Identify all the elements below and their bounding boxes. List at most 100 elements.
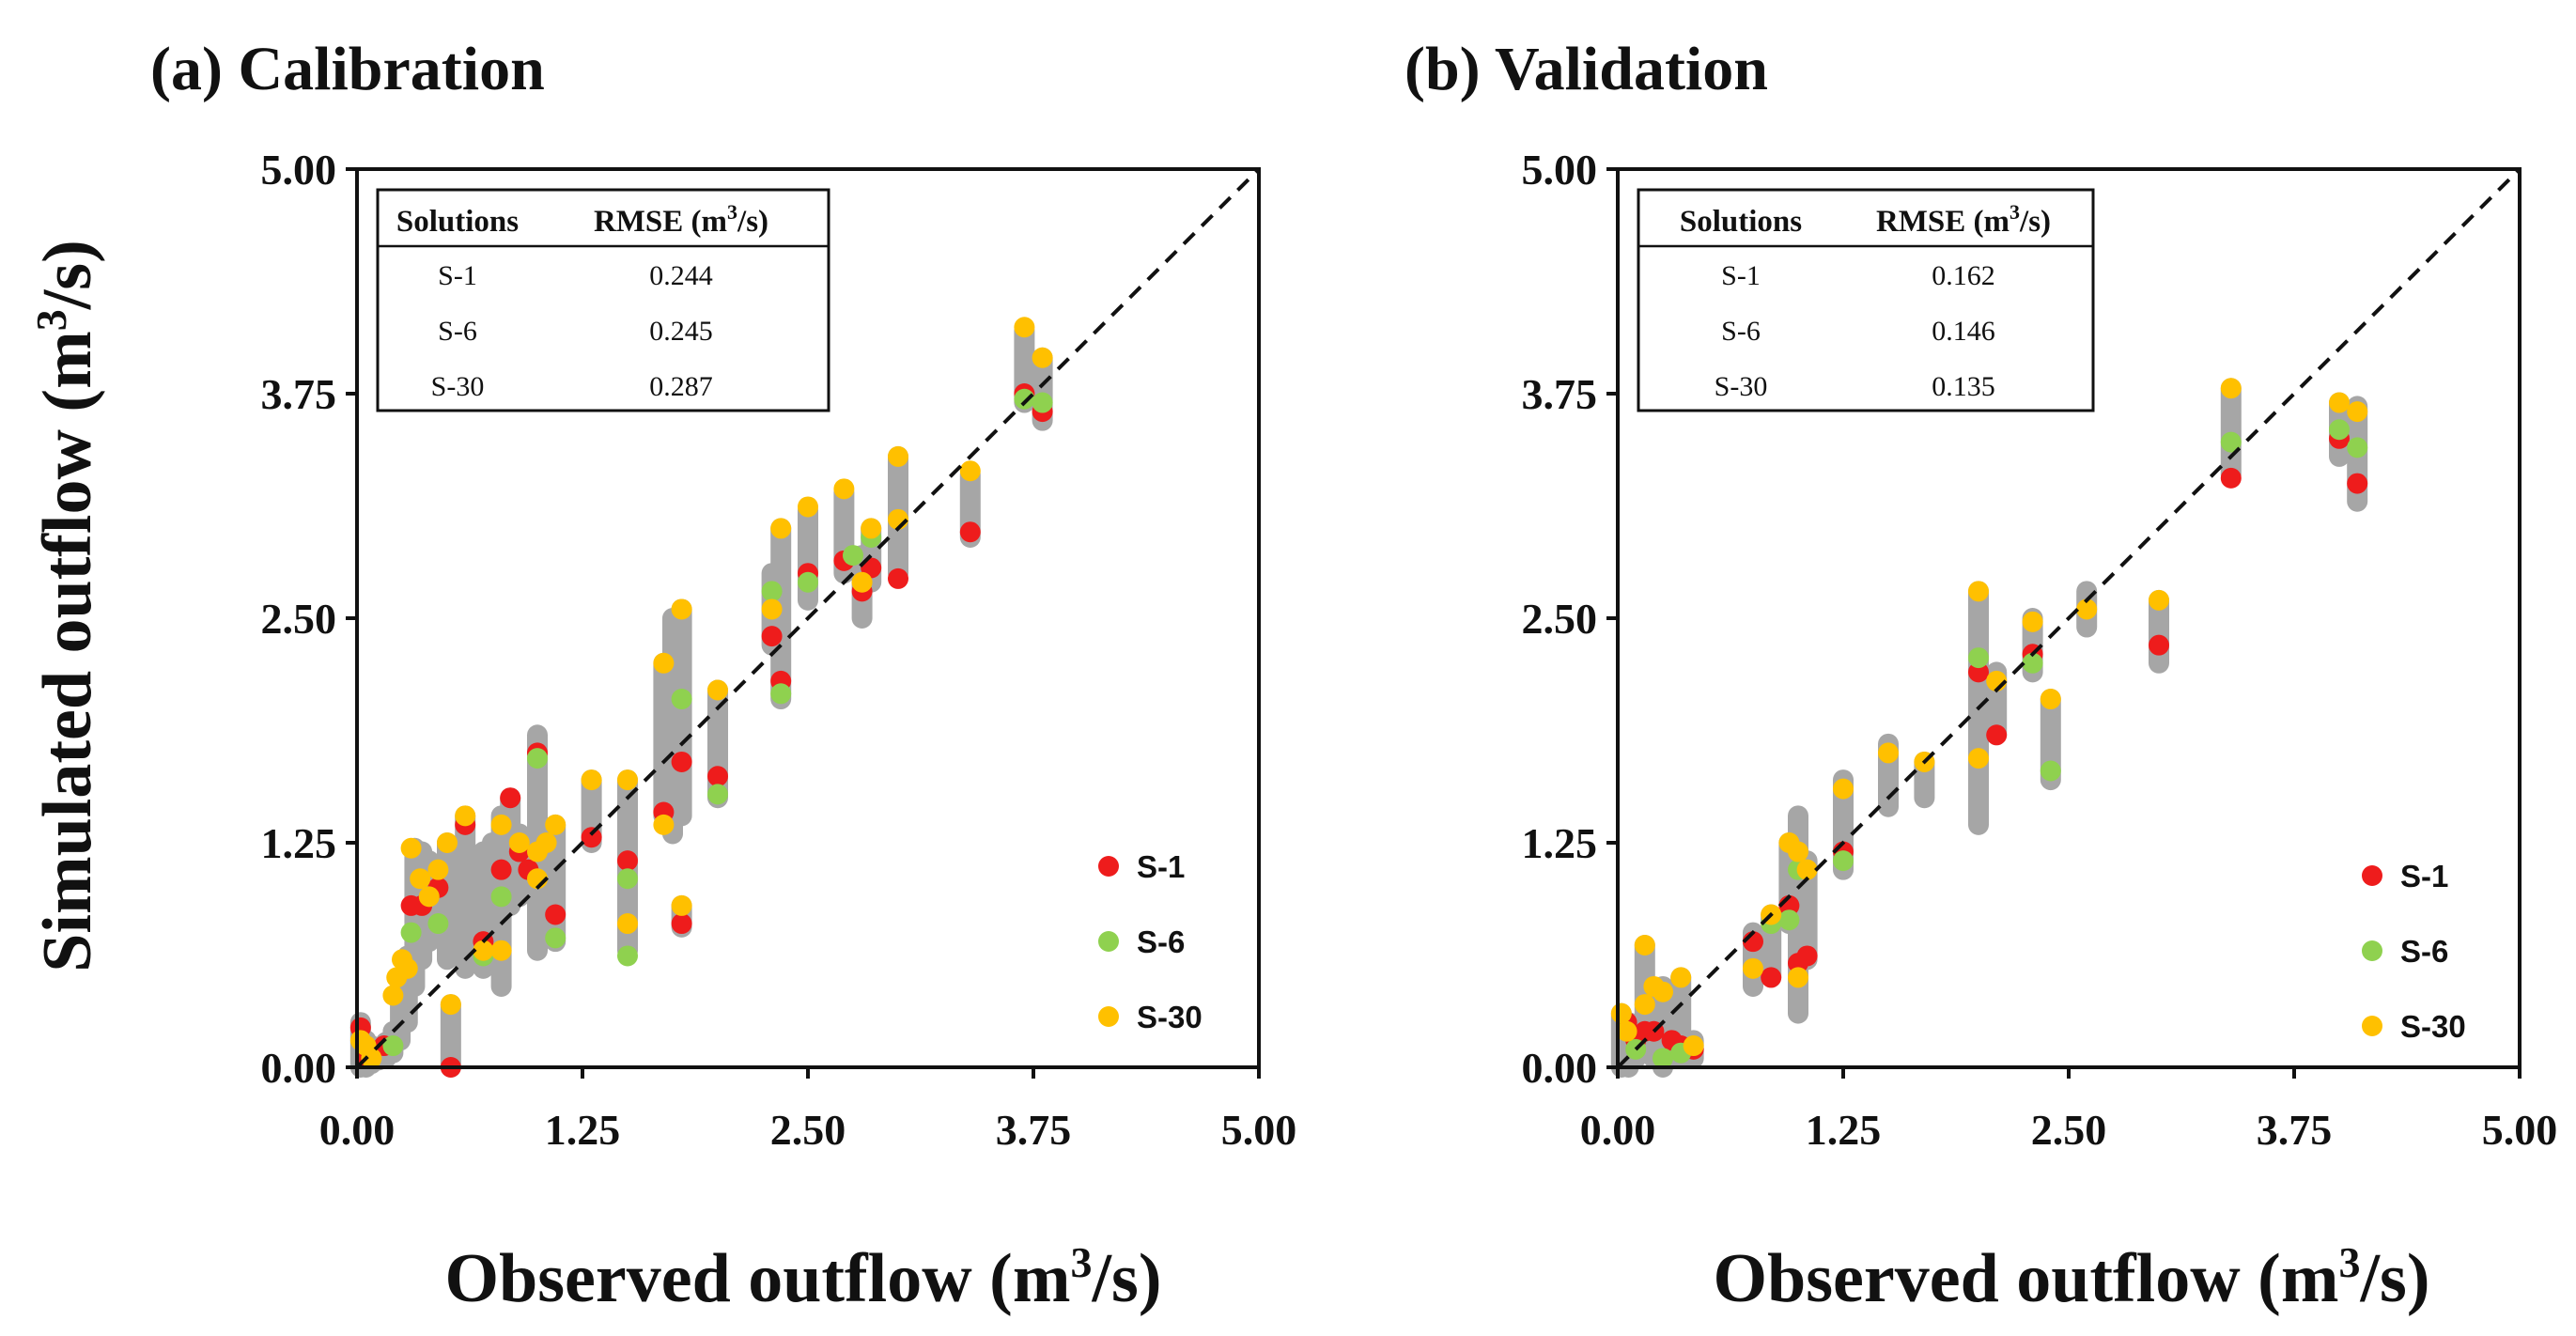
point-s-30-7 [400, 837, 422, 859]
point-s-1-21 [761, 626, 783, 647]
point-s-30-16 [490, 814, 512, 835]
x-axis-unit-close-b: /s) [2359, 1240, 2429, 1317]
point-s-30-8 [1743, 957, 1763, 979]
point-s-30-14 [473, 940, 494, 961]
y-tick-label-4: 5.00 [1522, 146, 1598, 194]
point-s-30-23 [2149, 589, 2169, 611]
point-s-6-5 [527, 748, 548, 769]
y-tick-label-0: 0.00 [261, 1044, 337, 1092]
point-s-6-16 [1014, 388, 1035, 410]
legend-s6-marker [1098, 931, 1119, 952]
y-tick-label-4: 5.00 [261, 146, 337, 194]
y-tick-label-2: 2.50 [1522, 595, 1598, 643]
rmse-row-s6-label-b: S-6 [1721, 316, 1761, 347]
point-s-30-27 [671, 894, 692, 916]
point-s-30-26 [2347, 401, 2368, 423]
point-s-6-12 [761, 581, 783, 602]
point-s-1-14 [1986, 724, 2008, 746]
x-tick-label-1: 1.25 [1806, 1106, 1882, 1154]
point-s-30-11 [437, 832, 458, 853]
legend-s30-marker [1098, 1006, 1119, 1027]
point-s-1-15 [581, 827, 602, 848]
rmse-header-text-b: RMSE (m [1876, 205, 2010, 239]
validation-panel: (b) Validation Observed outflow (m3/s) 0… [1404, 35, 2557, 1317]
x-axis-unit-open: (m [972, 1240, 1071, 1317]
rmse-row-s30-label: S-30 [431, 371, 485, 402]
legend-s6-label: S-6 [1137, 924, 1185, 959]
point-s-6-10 [707, 784, 728, 805]
point-s-30-5 [1653, 981, 1673, 1002]
point-s-30-7 [1683, 1035, 1704, 1057]
point-s-1-27 [888, 567, 908, 589]
calibration-ticks: 0.00 1.25 2.50 3.75 5.00 0.00 1.25 2.50 3.75 5.00 [261, 146, 1297, 1154]
point-s-1-17 [2220, 467, 2242, 489]
point-s-30-13 [1796, 859, 1818, 880]
point-s-30-21 [2040, 689, 2061, 710]
point-s-1-28 [959, 521, 981, 543]
x-tick-label-2: 2.50 [2031, 1106, 2107, 1154]
x-axis-unit-close: /s) [1091, 1240, 1161, 1317]
x-axis-unit-open-b: (m [2241, 1240, 2339, 1317]
rmse-table-frame-b [1637, 188, 2095, 412]
rmse-header-end: /s) [737, 205, 768, 239]
point-s-6-17 [1032, 392, 1053, 413]
point-s-30-26 [653, 652, 675, 674]
x-axis-label-text: Observed outflow [445, 1240, 973, 1317]
point-s-30-29 [707, 679, 728, 701]
point-s-6-0 [382, 1035, 404, 1057]
x-tick-label-0: 0.00 [319, 1106, 396, 1154]
point-s-30-33 [833, 478, 855, 500]
point-s-30-3 [382, 985, 404, 1006]
rmse-row-s1-value: 0.244 [649, 260, 713, 291]
point-s-30-35 [861, 518, 882, 539]
point-s-1-19 [2347, 473, 2368, 494]
rmse-table-header-solutions-b: Solutions [1680, 205, 1802, 239]
point-s-30-14 [1833, 778, 1854, 800]
legend-s30-marker-b [2362, 1016, 2382, 1036]
point-s-6-9 [2040, 760, 2061, 782]
x-tick-label-2: 2.50 [770, 1106, 846, 1154]
point-s-30-39 [1014, 317, 1035, 338]
point-s-30-36 [888, 445, 908, 467]
rmse-row-s6-value: 0.245 [649, 316, 713, 347]
point-s-6-11 [770, 683, 792, 705]
point-s-6-14 [843, 545, 863, 567]
rmse-row-s30-value: 0.287 [649, 371, 713, 402]
point-s-30-25 [653, 814, 675, 835]
point-s-30-24 [2220, 378, 2242, 399]
point-s-6-8 [2022, 652, 2043, 674]
point-s-30-30 [761, 598, 783, 620]
point-s-30-3 [1634, 994, 1655, 1016]
point-s-1-10 [500, 787, 521, 809]
point-s-6-1 [400, 922, 422, 943]
x-tick-label-3: 3.75 [2257, 1106, 2333, 1154]
point-s-6-9 [671, 689, 692, 710]
x-tick-label-1: 1.25 [545, 1106, 621, 1154]
y-axis-unit-sup: 3 [27, 309, 75, 331]
point-s-30-10 [427, 859, 449, 880]
point-s-6-10 [2220, 431, 2242, 453]
x-tick-label-4: 5.00 [2482, 1106, 2558, 1154]
y-tick-label-1: 1.25 [1522, 819, 1598, 867]
legend-s1-label-b: S-1 [2400, 859, 2448, 893]
rmse-table-header-solutions: Solutions [396, 205, 519, 239]
point-s-30-15 [490, 940, 512, 961]
x-tick-label-0: 0.00 [1580, 1106, 1656, 1154]
rmse-header-end-b: /s) [2019, 205, 2051, 239]
point-s-6-6 [545, 927, 566, 949]
point-s-6-11 [2329, 419, 2350, 441]
point-s-30-18 [1968, 748, 1989, 769]
point-s-30-22 [2076, 598, 2098, 620]
rmse-header-text: RMSE (m [594, 205, 727, 239]
point-s-30-9 [418, 886, 440, 908]
point-s-30-21 [545, 814, 566, 835]
point-s-30-13 [455, 805, 476, 827]
validation-ticks: 0.00 1.25 2.50 3.75 5.00 0.00 1.25 2.50 3.75 5.00 [1522, 146, 2558, 1154]
point-s-30-12 [440, 994, 461, 1016]
point-s-6-4 [490, 886, 512, 908]
rmse-row-s1-label: S-1 [438, 260, 477, 291]
point-s-30-2 [1634, 934, 1655, 955]
point-s-1-13 [1968, 661, 1989, 683]
legend-s6-marker-b [2362, 940, 2382, 961]
rmse-row-s1-label-b: S-1 [1721, 260, 1761, 291]
